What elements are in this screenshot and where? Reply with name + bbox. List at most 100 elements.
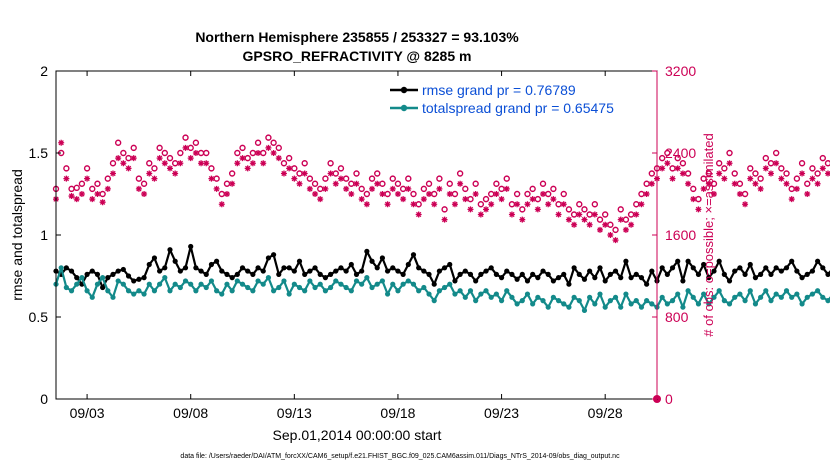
rmse-point [524, 278, 531, 284]
possible-obs-point [192, 139, 200, 146]
possible-obs-point [679, 160, 687, 167]
possible-obs-point [477, 201, 485, 208]
totalspread-point [602, 304, 608, 310]
possible-obs-point [342, 175, 350, 182]
assimilated-obs-point [353, 180, 360, 187]
assimilated-obs-point [301, 170, 308, 177]
possible-obs-point [244, 154, 251, 162]
assimilated-obs-point [524, 201, 531, 208]
assimilated-obs-point [218, 201, 225, 208]
assimilated-obs-point [146, 170, 153, 177]
totalspread-point [317, 281, 323, 287]
totalspread-point [105, 288, 111, 294]
totalspread-point [255, 278, 261, 284]
assimilated-obs-point [104, 185, 111, 192]
assimilated-obs-point [203, 160, 210, 167]
totalspread-point [234, 278, 240, 284]
rmse-point [778, 268, 784, 274]
rmse-point [618, 275, 624, 281]
rmse-point [224, 271, 230, 277]
assimilated-obs-point [130, 155, 137, 162]
totalspread-point [260, 281, 266, 287]
totalspread-point [245, 284, 251, 291]
possible-obs-point [643, 180, 650, 187]
possible-obs-point [804, 180, 811, 187]
possible-obs-point [617, 206, 624, 213]
assimilated-obs-point [94, 191, 101, 197]
totalspread-point [416, 288, 422, 294]
possible-obs-point [658, 154, 666, 162]
rmse-point [115, 268, 121, 274]
totalspread-point [390, 281, 396, 287]
rmse-point [426, 271, 432, 277]
rmse-point [239, 265, 246, 271]
rmse-point [462, 268, 468, 274]
possible-obs-point [576, 201, 583, 208]
rmse-point [395, 268, 401, 274]
totalspread-point [690, 294, 696, 300]
rmse-point [763, 265, 769, 271]
possible-obs-point [291, 165, 298, 172]
possible-obs-point [322, 175, 329, 182]
assimilated-obs-point [545, 201, 552, 208]
possible-obs-point [772, 149, 780, 157]
assimilated-obs-point [571, 221, 578, 228]
rmse-point [105, 275, 111, 281]
possible-obs-point [203, 149, 210, 157]
assimilated-obs-point [135, 185, 142, 192]
assimilated-obs-point [265, 144, 272, 151]
possible-obs-point [503, 175, 510, 182]
assimilated-obs-point [58, 139, 65, 146]
assimilated-obs-point [172, 170, 179, 177]
rmse-point [162, 265, 168, 271]
possible-obs-point [285, 154, 293, 162]
rmse-point [535, 275, 541, 281]
totalspread-point [607, 298, 613, 304]
rmse-point [509, 271, 515, 277]
totalspread-point [286, 291, 292, 297]
totalspread-point [436, 288, 442, 294]
totalspread-point [182, 278, 189, 284]
assimilated-obs-point [690, 196, 697, 203]
assimilated-obs-point [721, 175, 728, 182]
rmse-point [773, 265, 779, 271]
assimilated-obs-point [757, 185, 764, 192]
possible-obs-point [788, 185, 795, 193]
assimilated-obs-point [731, 180, 738, 187]
possible-obs-point [607, 221, 614, 228]
assimilated-obs-point [514, 201, 521, 208]
assimilated-obs-point [115, 155, 122, 162]
totalspread-point [815, 288, 821, 294]
totalspread-point [664, 301, 670, 307]
totalspread-point [695, 301, 702, 307]
rmse-point [177, 268, 183, 274]
rmse-point [737, 265, 743, 271]
totalspread-point [493, 291, 499, 297]
rmse-point [644, 281, 650, 287]
assimilated-obs-point [208, 175, 215, 182]
plot-frame [55, 70, 658, 400]
assimilated-obs-point [762, 165, 769, 172]
possible-obs-point [627, 211, 635, 218]
possible-obs-point [690, 185, 697, 193]
possible-obs-point [280, 160, 288, 167]
rmse-point [188, 243, 194, 250]
totalspread-point [457, 288, 463, 294]
y-left-tick-label: 1.5 [29, 145, 49, 161]
possible-obs-point [778, 165, 785, 172]
totalspread-point [726, 301, 733, 307]
possible-obs-point [674, 154, 681, 162]
totalspread-point [789, 294, 795, 300]
possible-obs-point [700, 175, 707, 182]
assimilated-obs-point [824, 170, 830, 177]
rmse-point [384, 268, 391, 274]
rmse-point [799, 275, 805, 281]
rmse-point [441, 265, 448, 271]
totalspread-line [54, 266, 830, 312]
possible-obs-point [125, 154, 132, 162]
totalspread-point [669, 298, 676, 304]
totalspread-point [592, 301, 598, 307]
totalspread-point [395, 288, 401, 294]
totalspread-point [452, 291, 458, 297]
possible-obs-point [94, 180, 101, 187]
